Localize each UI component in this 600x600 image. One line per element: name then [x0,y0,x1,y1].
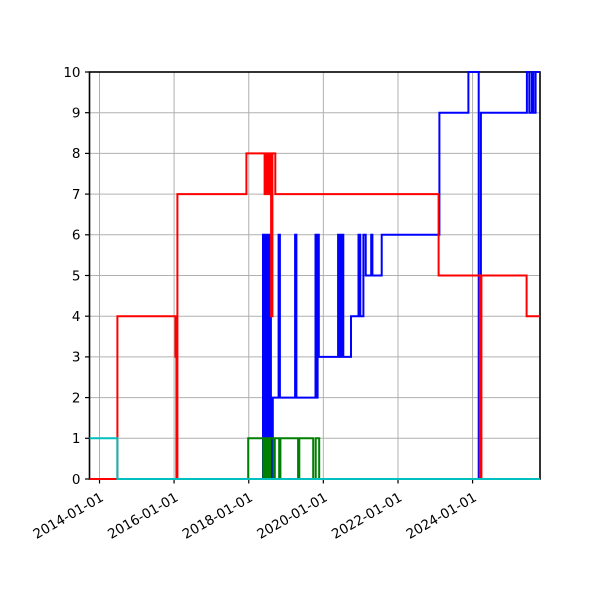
series-cyan-line [89,437,540,480]
y-tick-label: 4 [72,309,81,325]
series-green-line [89,437,540,480]
series-blue-line [89,71,540,480]
y-tick-label: 6 [72,228,81,244]
y-tick-label: 0 [72,472,81,488]
y-tick-label: 10 [63,65,80,81]
y-tick-label: 3 [72,350,81,366]
y-tick-label: 1 [72,431,81,447]
y-tick-label: 7 [72,187,81,203]
y-tick-label: 5 [72,268,81,284]
y-tick-label: 9 [72,106,81,122]
y-tick-label: 8 [72,146,81,162]
y-tick-label: 2 [72,390,81,406]
